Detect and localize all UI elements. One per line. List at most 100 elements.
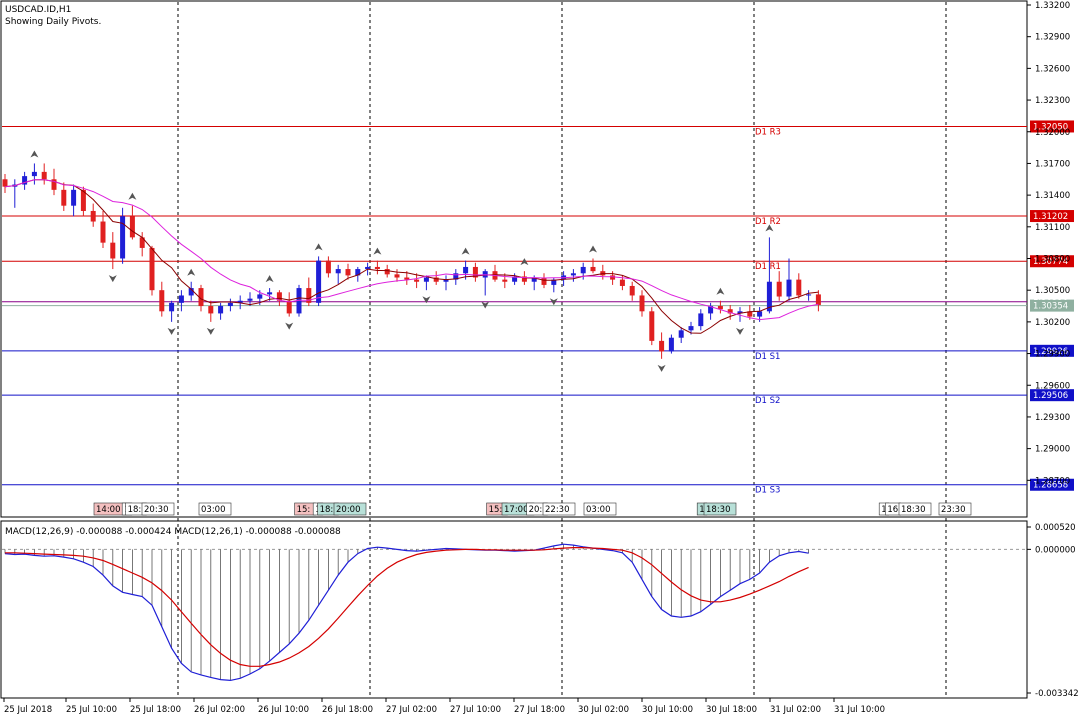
macd-tick-label: -0.003342 [1035, 689, 1079, 699]
candle-body [766, 281, 772, 312]
candle-body [688, 326, 694, 331]
price-tick-label: 1.32600 [1035, 64, 1070, 74]
fractal-up-icon [765, 224, 774, 232]
time-label: 15: [489, 505, 503, 515]
pivot-price-label: 1.30774 [1033, 257, 1068, 267]
candle-body [198, 288, 204, 307]
price-tick-label: 1.30800 [1035, 255, 1070, 265]
current-price-badge [1030, 299, 1074, 312]
candle-body [698, 313, 704, 327]
pivot-price-badge [1030, 389, 1074, 402]
time-tick-label: 30 Jul 10:00 [642, 705, 693, 715]
time-label-box [938, 502, 972, 516]
pivot-name: D1 S1 [755, 352, 780, 362]
candle-body [2, 179, 8, 187]
candle-body [237, 300, 243, 303]
main-chart-frame [0, 0, 1028, 518]
pivot-name: D1 S2 [755, 396, 780, 406]
time-label: 18:30 [706, 505, 731, 515]
candle-body [394, 274, 400, 278]
price-tick-label: 1.28700 [1035, 476, 1070, 486]
time-tick-label: 26 Jul 10:00 [258, 705, 309, 715]
candle-body [384, 269, 390, 275]
price-tick-label: 1.30200 [1035, 318, 1070, 328]
candle-body [178, 295, 184, 303]
price-tick-label: 1.31100 [1035, 223, 1070, 233]
time-label: 15: [297, 505, 311, 515]
pivot-price-label: 1.29506 [1033, 391, 1068, 401]
candle-body [31, 171, 37, 177]
price-tick-label: 1.32900 [1035, 33, 1070, 43]
macd-title: MACD(12,26,9) -0.000088 -0.000424 MACD(1… [5, 527, 341, 537]
time-tick-label: 30 Jul 18:00 [706, 705, 757, 715]
candle-body [717, 306, 723, 310]
time-tick-label: 26 Jul 18:00 [322, 705, 373, 715]
time-tick-label: 27 Jul 18:00 [514, 705, 565, 715]
macd-tick-label: 0.000520 [1035, 523, 1076, 533]
fractal-down-icon [481, 301, 490, 309]
time-label-box [703, 502, 737, 516]
time-label: 16 [887, 505, 898, 515]
pivot-name: D1 R1 [755, 262, 781, 272]
candle-body [335, 269, 341, 274]
fractal-up-icon [461, 247, 470, 255]
fractal-down-icon [736, 327, 744, 335]
fractal-down-icon [108, 275, 117, 283]
candle-body [100, 221, 106, 243]
moving-averages [4, 179, 819, 334]
candle-body [227, 302, 233, 307]
candle-body [296, 288, 302, 314]
candle-body [22, 176, 28, 185]
fractal-up-icon [187, 268, 196, 276]
candle-body [149, 247, 155, 291]
candle-body [51, 179, 57, 190]
fractal-down-icon [549, 298, 558, 306]
candle-body [169, 302, 175, 312]
candle-body [747, 311, 753, 317]
time-axis: 25 Jul 2018 25 Jul 10:00 25 Jul 18:00 26 Ju… [3, 698, 885, 715]
candle-body [365, 266, 371, 270]
time-tick-label: 30 Jul 02:00 [578, 705, 629, 715]
candle-body [551, 279, 557, 285]
time-label: 22:30 [545, 505, 570, 515]
pivot-price-label: 1.31202 [1033, 212, 1068, 222]
candle-body [512, 276, 518, 282]
pivot-price-badge [1030, 255, 1074, 268]
price-tick-label: 1.33200 [1035, 1, 1070, 11]
candle-body [502, 279, 508, 282]
macd-tick-label: 0.000000 [1035, 545, 1076, 555]
candle-body [404, 277, 410, 280]
candle-body [521, 276, 527, 282]
time-label: 20:00 [336, 505, 361, 515]
fractal-up-icon [128, 192, 137, 200]
candlesticks [2, 163, 821, 359]
pivot-price-label: 1.29926 [1033, 347, 1068, 357]
time-label: 18:30 [901, 505, 926, 515]
time-tick-label: 25 Jul 10:00 [66, 705, 117, 715]
candle-body [218, 306, 224, 314]
daily-pivot-label: 1.30390 [1033, 293, 1068, 303]
time-label-box [198, 502, 232, 516]
candle-body [541, 277, 547, 285]
candle-body [737, 311, 743, 314]
chart-subtitle: Showing Daily Pivots. [5, 17, 101, 27]
candle-body [120, 216, 126, 259]
pivot-name: D1 R2 [755, 217, 781, 227]
candle-body [796, 279, 802, 296]
pivot-price-badge [1030, 210, 1074, 223]
candle-body [786, 279, 792, 297]
fractal-up-icon [520, 258, 529, 266]
price-tick-label: 1.29000 [1035, 445, 1070, 455]
symbol-title: USDCAD.ID,H1 [5, 5, 71, 15]
candle-body [590, 266, 596, 272]
candle-body [708, 306, 714, 314]
candle-body [757, 311, 763, 317]
pivot-name: D1 S3 [755, 486, 780, 496]
candle-body [188, 288, 194, 296]
pivot-price-badge [1030, 344, 1074, 357]
price-tick-label: 1.31400 [1035, 191, 1070, 201]
candle-body [267, 292, 273, 295]
time-tick-label: 27 Jul 10:00 [450, 705, 501, 715]
fractal-up-icon [265, 275, 274, 283]
candle-body [453, 273, 459, 280]
